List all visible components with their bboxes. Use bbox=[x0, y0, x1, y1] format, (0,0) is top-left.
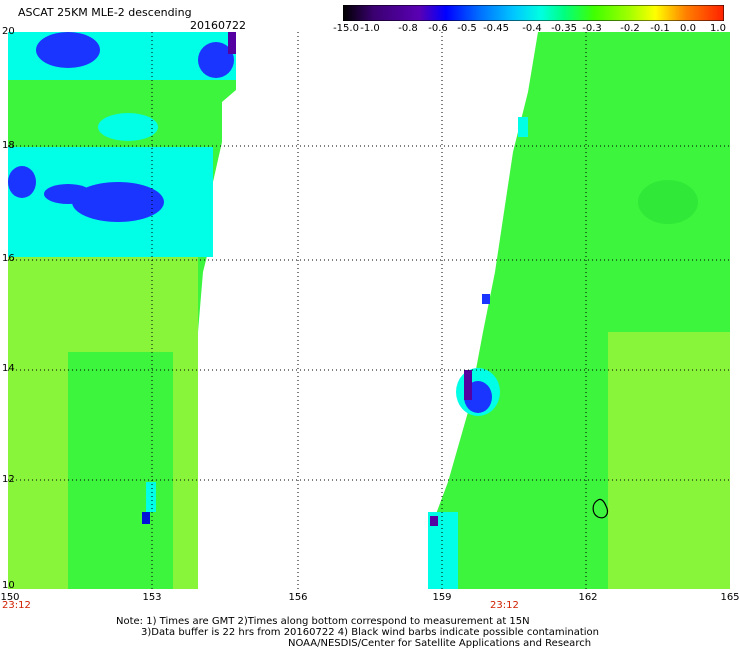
left-swath-blue-patch bbox=[8, 166, 36, 198]
lat-label-16: 16 bbox=[2, 253, 15, 264]
colorbar-tick-label: -0.8 bbox=[398, 23, 418, 34]
lon-label-162: 162 bbox=[578, 592, 598, 603]
right-swath-lime-band bbox=[608, 332, 730, 589]
footnote-line-2: 3)Data buffer is 22 hrs from 20160722 4)… bbox=[141, 627, 599, 638]
lat-label-10: 10 bbox=[2, 580, 15, 591]
swath-time-left: 23:12 bbox=[2, 600, 31, 611]
colorbar-tick-label: -0.4 bbox=[522, 23, 542, 34]
colorbar-tick-label: -1.0 bbox=[360, 23, 380, 34]
colorbar-tick-label: -0.2 bbox=[620, 23, 640, 34]
left-swath-blue-patch bbox=[142, 512, 150, 524]
right-swath-cyan-patch bbox=[518, 117, 528, 137]
lon-label-150: 150 bbox=[0, 592, 20, 603]
colorbar-tick-label: -0.35 bbox=[551, 23, 577, 34]
map-plot bbox=[8, 32, 730, 589]
left-swath-blue-patch bbox=[36, 32, 100, 68]
colorbar-tick-label: -0.3 bbox=[582, 23, 602, 34]
scatterometer-swaths bbox=[8, 32, 730, 589]
lat-lon-grid bbox=[8, 32, 730, 589]
colorbar bbox=[343, 5, 724, 21]
lat-label-12: 12 bbox=[2, 474, 15, 485]
left-swath-purple-patch bbox=[228, 32, 236, 54]
lon-label-153: 153 bbox=[142, 592, 162, 603]
lat-label-20: 20 bbox=[2, 26, 15, 37]
lat-label-14: 14 bbox=[2, 363, 15, 374]
right-swath-blue-patch bbox=[482, 294, 490, 304]
colorbar-labels: -15.0 -1.0 -0.8 -0.6 -0.5 -0.45 -0.4 -0.35 -0.3 -… bbox=[330, 23, 730, 37]
right-swath-purple-patch bbox=[464, 370, 472, 400]
right-swath-green-patch bbox=[638, 180, 698, 224]
product-title: ASCAT 25KM MLE-2 descending bbox=[18, 6, 192, 19]
footnote-line-1: Note: 1) Times are GMT 2)Times along bot… bbox=[116, 616, 530, 627]
left-swath-blue-patch bbox=[44, 184, 92, 204]
left-swath-blue-patch bbox=[198, 42, 234, 78]
colorbar-tick-label: 0.0 bbox=[680, 23, 696, 34]
colorbar-tick-label: -0.5 bbox=[457, 23, 477, 34]
colorbar-tick-label: 1.0 bbox=[710, 23, 726, 34]
lon-label-165: 165 bbox=[720, 592, 740, 603]
left-swath-blue-patch bbox=[72, 182, 164, 222]
lon-label-156: 156 bbox=[288, 592, 308, 603]
left-swath-cyan-patch bbox=[146, 482, 156, 512]
footnote-line-3: NOAA/NESDIS/Center for Satellite Applica… bbox=[288, 638, 592, 649]
colorbar-tick-label: -0.1 bbox=[650, 23, 670, 34]
right-swath-purple-patch bbox=[430, 516, 438, 526]
lat-label-18: 18 bbox=[2, 140, 15, 151]
colorbar-tick-label: -15.0 bbox=[333, 23, 359, 34]
swath-time-right: 23:12 bbox=[490, 600, 519, 611]
colorbar-tick-label: -0.45 bbox=[483, 23, 509, 34]
left-swath-lower-green bbox=[68, 352, 173, 589]
colorbar-tick-label: -0.6 bbox=[428, 23, 448, 34]
left-swath-cyan-patch bbox=[136, 223, 180, 251]
left-swath-cyan-patch bbox=[98, 113, 158, 141]
product-date: 20160722 bbox=[190, 19, 246, 32]
wind-barb-contour bbox=[592, 498, 609, 519]
lon-label-159: 159 bbox=[432, 592, 452, 603]
